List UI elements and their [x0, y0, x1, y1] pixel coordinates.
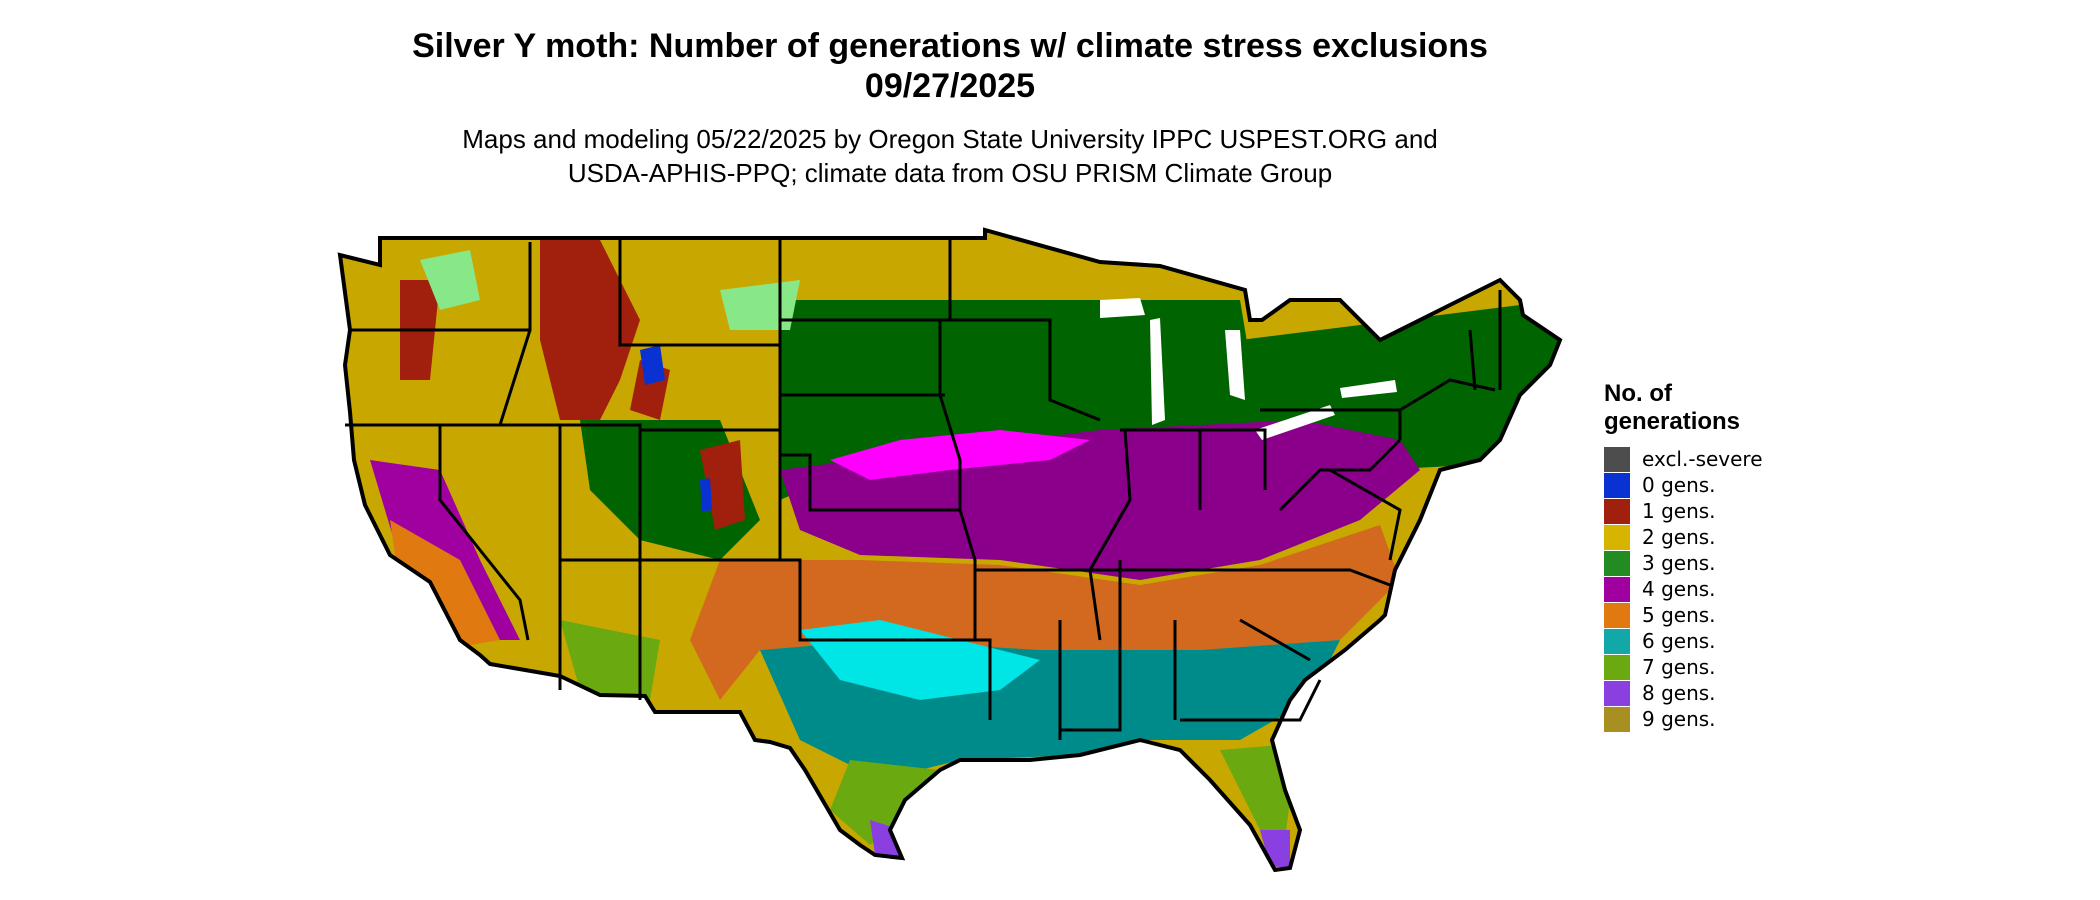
legend-item-0-gens: 0 gens. [1604, 472, 1763, 498]
legend-title: No. of generations [1604, 380, 1763, 436]
state-borders [345, 238, 1502, 740]
lake-ontario [1340, 380, 1397, 398]
map-title: Silver Y moth: Number of generations w/ … [0, 26, 1900, 106]
zone-3-gens-michigan [1170, 300, 1240, 350]
legend-swatch [1604, 472, 1630, 498]
zone-0-gens-colorado [700, 478, 712, 512]
legend-label: 1 gens. [1642, 499, 1716, 523]
us-generations-map [337, 227, 1563, 873]
legend-label: 5 gens. [1642, 603, 1716, 627]
zone-7-gens-arizona [560, 620, 660, 700]
legend-label: 7 gens. [1642, 655, 1716, 679]
legend-title-line-2: generations [1604, 408, 1741, 435]
lake-michigan [1150, 318, 1165, 425]
legend-item-2-gens: 2 gens. [1604, 524, 1763, 550]
legend-swatch [1604, 628, 1630, 654]
legend-items: excl.-severe 0 gens. 1 gens. 2 gens. 3 g… [1604, 446, 1763, 732]
legend-swatch [1604, 654, 1630, 680]
legend-title-line-1: No. of [1604, 380, 1672, 407]
legend-item-8-gens: 8 gens. [1604, 680, 1763, 706]
legend-item-1-gens: 1 gens. [1604, 498, 1763, 524]
map-subtitle: Maps and modeling 05/22/2025 by Oregon S… [0, 122, 1900, 190]
legend: No. of generations excl.-severe 0 gens. … [1604, 380, 1763, 732]
zone-8-gens-florida [1260, 830, 1290, 868]
zone-light-green-washington [420, 250, 480, 310]
legend-item-5-gens: 5 gens. [1604, 602, 1763, 628]
zone-7-gens-florida [1220, 745, 1290, 840]
legend-swatch [1604, 446, 1630, 472]
zone-8-gens-texas [870, 820, 902, 858]
zone-5-gens [690, 525, 1400, 700]
legend-swatch [1604, 498, 1630, 524]
zone-1-gens-montana [540, 240, 640, 420]
legend-swatch [1604, 680, 1630, 706]
us-outline [337, 227, 1563, 873]
legend-label: 6 gens. [1642, 629, 1716, 653]
legend-label: 2 gens. [1642, 525, 1716, 549]
legend-swatch [1604, 550, 1630, 576]
legend-label: 8 gens. [1642, 681, 1716, 705]
zone-5-gens-west [390, 520, 500, 650]
lake-superior [1100, 298, 1145, 318]
lake-erie [1255, 405, 1335, 440]
title-line-1: Silver Y moth: Number of generations w/ … [412, 27, 1488, 65]
zone-7-gens-texas [830, 760, 940, 845]
legend-item-excl-severe: excl.-severe [1604, 446, 1763, 472]
legend-label: excl.-severe [1642, 447, 1763, 471]
legend-label: 9 gens. [1642, 707, 1716, 731]
legend-item-9-gens: 9 gens. [1604, 706, 1763, 732]
great-lakes [1100, 298, 1397, 440]
legend-swatch [1604, 524, 1630, 550]
legend-label: 3 gens. [1642, 551, 1716, 575]
zone-0-gens-wyoming [640, 345, 665, 385]
legend-item-4-gens: 4 gens. [1604, 576, 1763, 602]
legend-swatch [1604, 706, 1630, 732]
legend-item-3-gens: 3 gens. [1604, 550, 1763, 576]
legend-item-6-gens: 6 gens. [1604, 628, 1763, 654]
lake-huron [1225, 330, 1245, 400]
title-date: 09/27/2025 [864, 67, 1036, 105]
subtitle-line-2: USDA-APHIS-PPQ; climate data from OSU PR… [567, 158, 1333, 188]
legend-label: 4 gens. [1642, 577, 1716, 601]
legend-item-7-gens: 7 gens. [1604, 654, 1763, 680]
legend-swatch [1604, 576, 1630, 602]
legend-swatch [1604, 602, 1630, 628]
zone-4-gens-california [370, 460, 520, 640]
subtitle-line-1: Maps and modeling 05/22/2025 by Oregon S… [462, 124, 1438, 154]
legend-label: 0 gens. [1642, 473, 1716, 497]
